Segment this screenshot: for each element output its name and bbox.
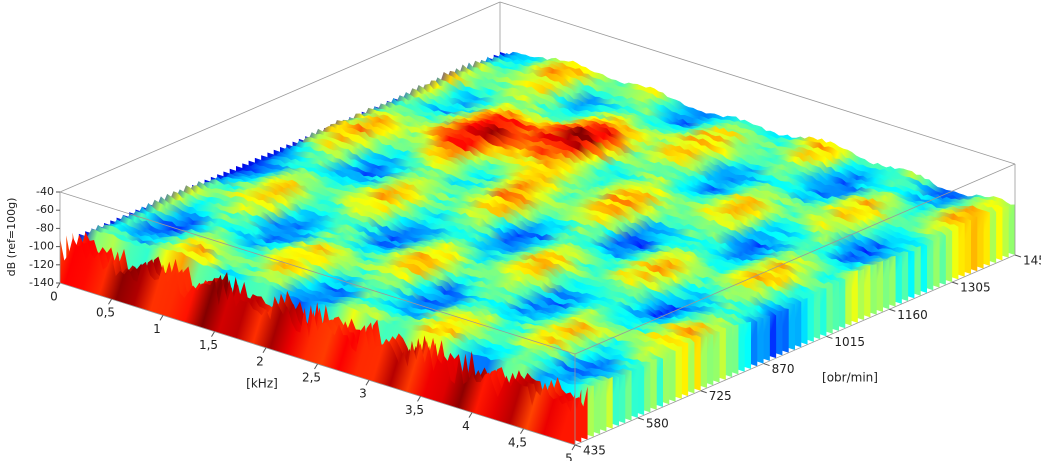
y-tick xyxy=(1014,254,1022,258)
x-tick-label: 4 xyxy=(462,419,470,433)
y-tick-label: 1450 xyxy=(1023,254,1041,268)
y-tick xyxy=(700,390,707,394)
y-tick-label: 1305 xyxy=(960,281,991,295)
box-edge xyxy=(59,191,576,355)
y-tick-label: 870 xyxy=(772,362,795,376)
box-edge xyxy=(574,163,1016,355)
y-tick xyxy=(889,308,896,312)
axes: 0 0,5 1 1,5 2 2,5 3 3,5 4 4,5 5 435 580 725 870 1015 116… xyxy=(5,185,1041,461)
box-edge xyxy=(574,254,1016,446)
y-tick xyxy=(637,417,645,421)
x-tick xyxy=(159,315,164,321)
y-tick-label: 580 xyxy=(646,416,669,430)
y-tick xyxy=(763,363,770,367)
y-axis-title: [obr/min] xyxy=(822,371,878,385)
x-tick xyxy=(262,347,267,354)
x-tick-label: 3 xyxy=(359,387,367,401)
x-tick xyxy=(108,298,112,305)
z-axis-title: dB (ref=100g) xyxy=(5,198,18,277)
z-tick-label: -60 xyxy=(36,203,54,216)
x-tick-label: 1,5 xyxy=(199,338,218,352)
x-tick-label: 4,5 xyxy=(508,435,527,449)
box-edge xyxy=(499,1,1016,165)
x-tick-label: 3,5 xyxy=(405,403,424,417)
x-tick-label: 0,5 xyxy=(96,306,115,320)
z-tick-label: -40 xyxy=(36,185,54,198)
y-tick-label: 725 xyxy=(709,389,732,403)
x-tick xyxy=(571,444,576,451)
y-tick xyxy=(826,335,833,339)
surface xyxy=(60,51,1015,445)
box-edge xyxy=(59,1,501,193)
z-tick-label: -140 xyxy=(29,276,54,289)
x-tick-label: 2,5 xyxy=(302,371,321,385)
y-tick-label: 1015 xyxy=(834,335,865,349)
z-tick-label: -100 xyxy=(29,240,54,253)
x-tick xyxy=(468,412,473,418)
x-tick xyxy=(211,331,215,337)
x-tick xyxy=(365,379,370,386)
y-tick xyxy=(574,444,582,448)
y-tick-label: 1160 xyxy=(897,308,928,322)
y-tick xyxy=(951,281,959,285)
x-tick xyxy=(520,428,524,435)
x-tick-label: 1 xyxy=(153,322,161,336)
x-tick-label: 5 xyxy=(565,452,573,461)
x-tick xyxy=(417,396,421,402)
x-tick-label: 2 xyxy=(256,354,264,368)
x-tick xyxy=(314,363,318,370)
x-tick xyxy=(56,282,61,289)
z-tick-label: -120 xyxy=(29,258,54,271)
z-tick-label: -80 xyxy=(36,221,54,234)
x-axis-title: [kHz] xyxy=(246,377,278,391)
y-tick-label: 435 xyxy=(583,444,606,458)
surface-slice xyxy=(60,237,575,445)
x-tick-label: 0 xyxy=(50,290,58,304)
